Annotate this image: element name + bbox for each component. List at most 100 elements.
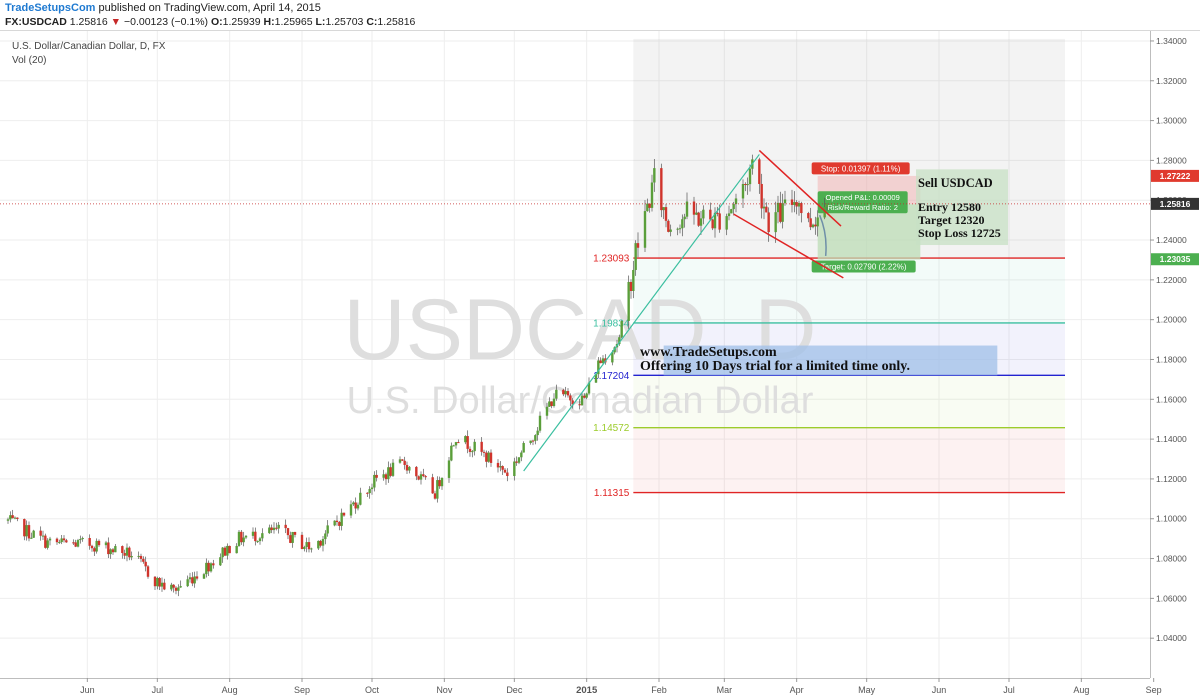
candle-body <box>291 531 294 543</box>
candle-body <box>748 168 752 185</box>
candle-body <box>667 220 670 232</box>
price-chart[interactable]: USDCAD, D U.S. Dollar/Canadian Dollar 1.… <box>0 31 1200 699</box>
candle-body <box>643 211 647 248</box>
candle-body <box>95 540 98 552</box>
short-position-tool[interactable]: Stop: 0.01397 (1.11%) Opened P&L: 0.00009… <box>811 162 1008 273</box>
low-label: L: <box>315 16 326 28</box>
price-tick-label: 1.28000 <box>1156 155 1187 165</box>
candle-body <box>289 535 292 543</box>
candle-body <box>683 216 686 220</box>
candle-body <box>97 540 101 546</box>
candle-body <box>681 219 684 229</box>
candle-body <box>6 519 10 521</box>
price-badge-label: 1.27222 <box>1160 171 1191 181</box>
candle-body <box>111 549 115 553</box>
candle-body <box>324 533 327 540</box>
time-axis[interactable]: Jun Jul Aug Sep Oct Nov Dec 2015 Feb Mar Apr May Jun… <box>0 678 1162 696</box>
channel-lower-line[interactable] <box>733 213 844 279</box>
grid <box>0 31 1155 678</box>
price-tick-label: 1.06000 <box>1156 593 1187 603</box>
target-label-background <box>811 260 916 273</box>
candle-body <box>121 546 124 554</box>
uptrend-line[interactable] <box>523 154 760 472</box>
candle-body <box>153 576 157 587</box>
candle-body <box>580 395 584 406</box>
setup-note-background <box>916 169 1008 246</box>
candle-body <box>65 540 68 543</box>
candle-body <box>25 525 28 537</box>
time-tick-label: Oct <box>365 685 380 695</box>
candle-body <box>632 269 635 291</box>
series-legend: U.S. Dollar/Canadian Dollar, D, FX <box>12 41 166 52</box>
candle-body <box>452 445 455 447</box>
candle-body <box>548 401 551 407</box>
candle-body <box>209 563 213 572</box>
candle-body <box>195 576 199 579</box>
candle-body <box>793 202 796 205</box>
candle-body <box>93 548 96 552</box>
time-tick-label: May <box>858 685 876 695</box>
price-badge-label: 1.25816 <box>1160 199 1191 209</box>
candle-body <box>464 436 467 443</box>
candle-body <box>767 212 770 233</box>
channel-upper-line[interactable] <box>758 149 842 227</box>
candle-body <box>727 213 731 217</box>
candle-body <box>401 459 404 461</box>
candle-body <box>270 527 273 531</box>
candle-body <box>191 577 194 584</box>
stop-label: Stop: 0.01397 (1.11%) <box>821 164 901 173</box>
candle-body <box>244 535 248 538</box>
candle-body <box>552 398 556 407</box>
candle-body <box>468 448 472 452</box>
candle-body <box>734 198 738 205</box>
candle-body <box>594 374 598 383</box>
candle-body <box>240 531 243 543</box>
candle-body <box>716 212 719 214</box>
candle-body <box>338 522 341 526</box>
candle-body <box>424 476 427 478</box>
price-tick-label: 1.22000 <box>1156 275 1187 285</box>
candle-body <box>436 480 439 499</box>
promo-box <box>663 345 998 376</box>
candle-body <box>601 358 605 364</box>
candle-body <box>664 207 668 221</box>
candlestick-series <box>6 154 829 597</box>
candle-body <box>354 502 357 509</box>
candle-body <box>30 537 33 539</box>
candle-body <box>32 530 35 538</box>
candle-body <box>356 504 360 509</box>
volume-legend: Vol (20) <box>12 55 47 66</box>
candle-body <box>520 452 523 458</box>
publisher-link[interactable]: TradeSetupsCom <box>5 2 96 14</box>
candle-body <box>242 537 245 543</box>
candle-body <box>46 540 49 548</box>
symbol-name[interactable]: FX:USDCAD <box>5 16 67 28</box>
candle-body <box>387 467 390 480</box>
price-tick-label: 1.24000 <box>1156 235 1187 245</box>
promo-url: www.TradeSetups.com <box>640 345 777 360</box>
candle-body <box>268 527 271 534</box>
candle-body <box>60 538 63 543</box>
candle-body <box>566 391 570 396</box>
candle-body <box>709 209 712 220</box>
candle-body <box>466 436 469 449</box>
candle-body <box>648 203 651 208</box>
trend-drawings[interactable] <box>523 149 844 472</box>
candle-body <box>335 520 339 523</box>
candle-body <box>179 586 182 588</box>
time-tick-label: Jul <box>152 685 164 695</box>
setup-title: Sell USDCAD <box>918 176 993 190</box>
candle-body <box>501 466 504 470</box>
published-text: published on TradingView.com, April 14, … <box>95 2 321 14</box>
candle-body <box>774 212 777 233</box>
time-tick-label: Dec <box>506 685 523 695</box>
candle-body <box>536 430 539 436</box>
candle-body <box>88 537 91 546</box>
candle-body <box>384 474 388 480</box>
price-axis[interactable]: 1.04000 1.06000 1.08000 1.10000 1.12000 1.140… <box>1150 31 1200 699</box>
candle-body <box>41 535 45 537</box>
candle-body <box>585 393 588 398</box>
candle-body <box>137 555 140 557</box>
price-tick-label: 1.34000 <box>1156 36 1187 46</box>
candle-body <box>125 547 129 556</box>
